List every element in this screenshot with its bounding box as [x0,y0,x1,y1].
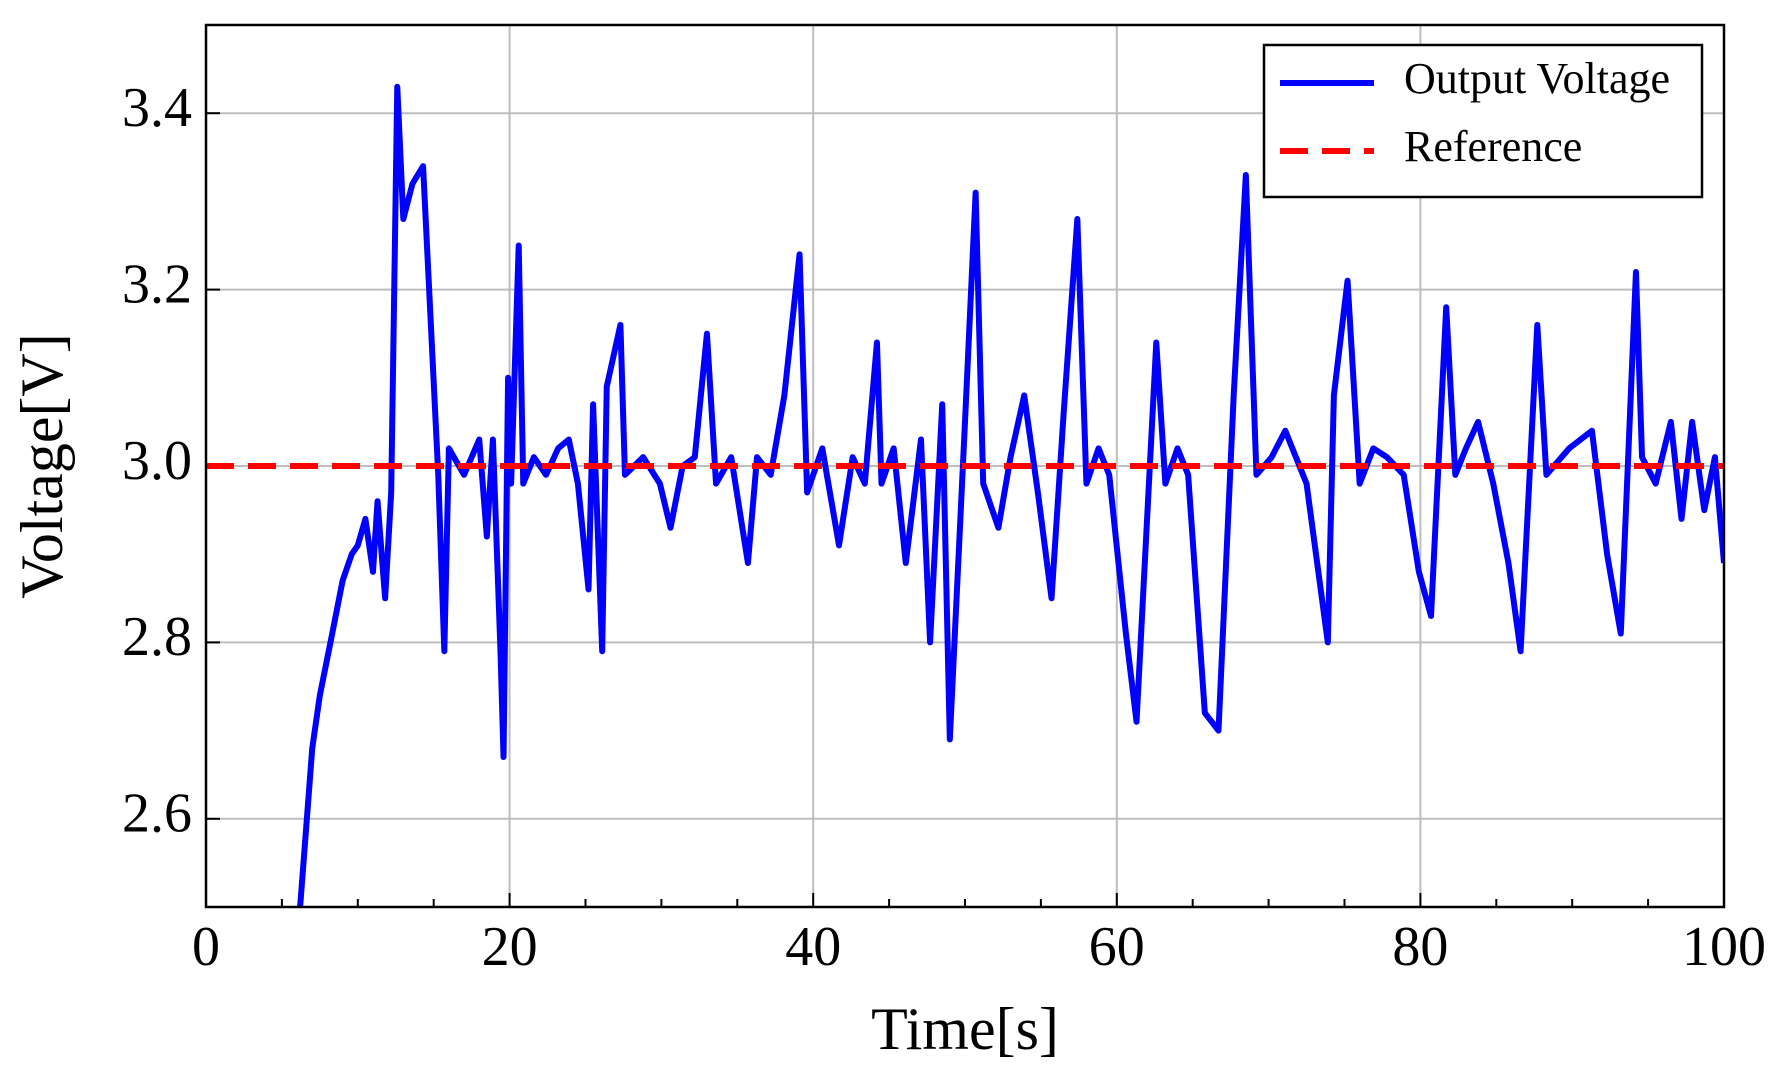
plot-frame [204,23,1726,909]
x-tick-label: 100 [1682,916,1766,978]
legend-box [1262,43,1704,199]
y-tick-label: 3.2 [122,253,192,315]
y-axis-title: Voltage[V] [9,333,75,599]
series-line [297,83,1724,907]
y-tick-label: 3.0 [122,430,192,492]
x-axis-title: Time[s] [871,996,1059,1062]
x-tick-label: 20 [482,916,538,978]
legend-label: Reference [1404,122,1582,171]
x-tick-label: 60 [1089,916,1145,978]
y-tick-label: 2.6 [122,783,192,845]
x-tick-label: 80 [1392,916,1448,978]
x-tick-label: 0 [192,916,220,978]
y-tick-label: 2.8 [122,606,192,668]
x-tick-label: 40 [785,916,841,978]
legend-label: Output Voltage [1404,54,1670,103]
plot-area [206,83,1724,907]
y-tick-label: 3.4 [122,77,192,139]
